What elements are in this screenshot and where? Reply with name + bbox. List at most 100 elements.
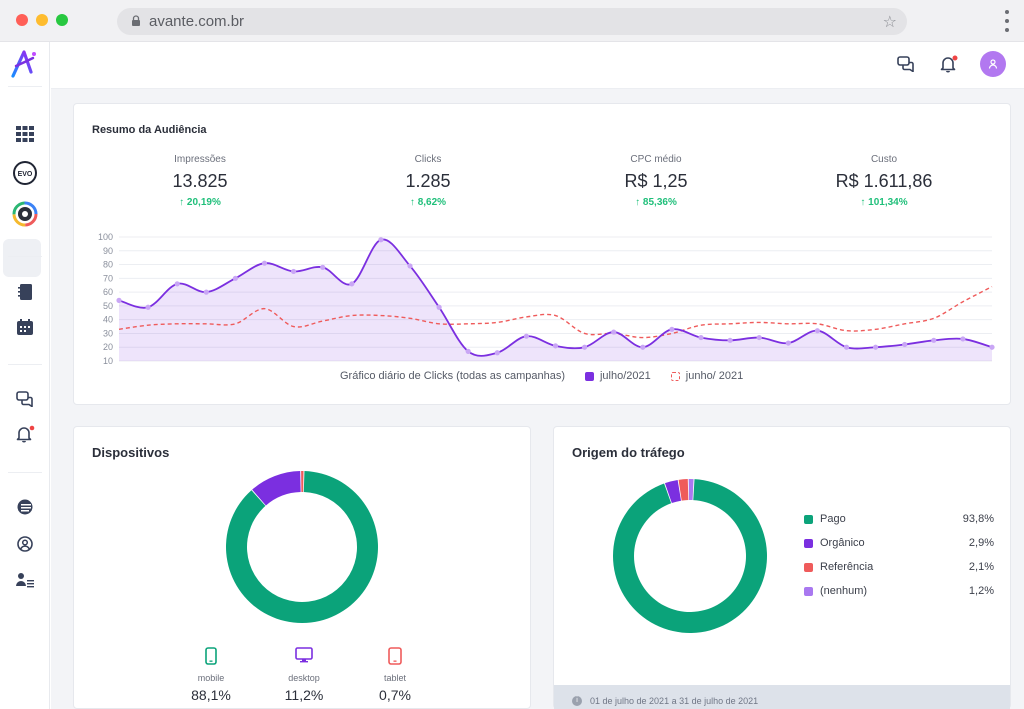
metric-impressions: Impressões 13.825 ↑ 20,19% — [120, 154, 280, 208]
legend-swatch — [804, 539, 813, 548]
data-point — [756, 334, 762, 341]
sidebar-item-evo[interactable]: EVO — [11, 159, 39, 187]
y-tick-label: 50 — [103, 301, 113, 311]
legend-label-july[interactable]: julho/2021 — [599, 370, 651, 382]
traffic-source-name: Orgânico — [820, 537, 865, 549]
sidebar-item-calendar[interactable] — [11, 313, 39, 341]
bookmark-star-icon[interactable]: ☆ — [882, 14, 897, 31]
legend-swatch — [804, 587, 813, 596]
sidebar-item-chat[interactable] — [11, 385, 39, 413]
data-point — [552, 343, 559, 349]
metric-change: ↑ 101,34% — [860, 197, 908, 208]
data-point — [523, 333, 529, 339]
top-bar — [51, 42, 1024, 89]
chart-legend: Gráfico diário de Clicks (todas as campa… — [340, 370, 743, 382]
notifications-button[interactable] — [937, 52, 961, 76]
metric-value: 13.825 — [172, 171, 228, 191]
metric-value: R$ 1,25 — [624, 171, 688, 191]
traffic-donut-chart — [613, 479, 767, 633]
traffic-title: Origem do tráfego — [572, 445, 685, 460]
traffic-source-percent: 2,1% — [968, 561, 994, 573]
metric-value: R$ 1.611,86 — [835, 171, 933, 191]
metric-clicks: Clicks 1.285 ↑ 8,62% — [348, 154, 508, 208]
analytics-logo-icon — [12, 201, 38, 227]
metric-label: CPC médio — [630, 154, 682, 165]
smartphone-icon — [205, 647, 217, 665]
traffic-legend-row[interactable]: (nenhum) 1,2% — [804, 584, 994, 600]
browser-chrome: avante.com.br ☆ — [0, 0, 1024, 42]
sidebar-item-analytics[interactable] — [11, 200, 39, 228]
data-point — [960, 336, 966, 342]
metric-cost: Custo R$ 1.611,86 ↑ 101,34% — [804, 154, 964, 208]
device-name: tablet — [383, 673, 407, 683]
device-name: desktop — [288, 673, 320, 683]
metric-change: ↑ 20,19% — [179, 197, 221, 208]
donut-slice — [225, 471, 378, 623]
bell-icon — [16, 425, 35, 443]
traffic-source-name: (nenhum) — [820, 585, 868, 597]
data-point — [814, 328, 821, 334]
metric-label: Clicks — [414, 154, 442, 165]
close-window-button[interactable] — [16, 14, 28, 26]
grid-icon — [16, 126, 34, 142]
device-name: mobile — [197, 673, 225, 683]
legend-swatch-june — [670, 371, 680, 381]
chat-icon — [897, 56, 914, 72]
data-point — [145, 304, 151, 310]
legend-swatch — [804, 515, 813, 524]
donut-slice — [678, 479, 689, 501]
data-point — [843, 344, 850, 350]
sidebar-item-database[interactable] — [11, 493, 39, 521]
donut-slice — [664, 479, 682, 504]
traffic-legend-row[interactable]: Pago 93,8% — [804, 512, 994, 528]
sidebar-item-profile[interactable] — [11, 530, 39, 558]
window-controls — [16, 14, 68, 26]
data-point — [989, 344, 995, 350]
data-point — [727, 337, 733, 343]
data-point — [611, 329, 617, 335]
donut-slice — [613, 479, 767, 633]
svg-text:EVO: EVO — [18, 171, 33, 178]
device-percent: 0,7% — [379, 687, 411, 703]
data-point — [349, 281, 355, 287]
tablet-icon — [388, 647, 402, 665]
user-icon — [988, 59, 998, 69]
browser-menu-icon[interactable] — [1004, 10, 1010, 32]
minimize-window-button[interactable] — [36, 14, 48, 26]
data-point — [785, 340, 791, 346]
sidebar-item-grid[interactable] — [11, 120, 39, 148]
traffic-legend-row[interactable]: Referência 2,1% — [804, 560, 994, 576]
monitor-icon — [295, 647, 313, 663]
info-icon: i — [572, 696, 582, 706]
traffic-legend-row[interactable]: Orgânico 2,9% — [804, 536, 994, 552]
traffic-source-percent: 93,8% — [962, 513, 994, 525]
device-mobile: mobile 88,1% — [171, 647, 251, 703]
maximize-window-button[interactable] — [56, 14, 68, 26]
y-tick-label: 10 — [103, 356, 113, 366]
metric-value: 1.285 — [405, 171, 451, 191]
device-tablet: tablet 0,7% — [355, 647, 435, 703]
y-tick-label: 70 — [103, 273, 113, 283]
date-range-footer: i 01 de julho de 2021 a 31 de julho de 2… — [554, 685, 1010, 709]
bell-icon — [940, 55, 958, 73]
evo-badge-icon: EVO — [13, 161, 37, 185]
metric-change: ↑ 85,36% — [635, 197, 677, 208]
devices-title: Dispositivos — [92, 445, 170, 460]
legend-swatch-july — [584, 371, 594, 381]
traffic-origin-card: Origem do tráfego Pago 93,8% Orgânico 2,… — [553, 426, 1011, 709]
donut-slice — [688, 479, 694, 501]
address-bar[interactable]: avante.com.br ☆ — [117, 8, 907, 35]
metric-label: Impressões — [174, 154, 226, 165]
donut-slice — [252, 471, 301, 506]
sidebar-item-notifications[interactable] — [11, 420, 39, 448]
sidebar-item-users[interactable] — [11, 566, 39, 594]
device-desktop: desktop 11,2% — [264, 647, 344, 703]
user-avatar[interactable] — [980, 51, 1006, 77]
messages-button[interactable] — [894, 52, 918, 76]
y-tick-label: 40 — [103, 315, 113, 325]
app-logo[interactable] — [7, 46, 43, 82]
sidebar-item-notebook[interactable] — [11, 278, 39, 306]
legend-label-june[interactable]: junho/ 2021 — [685, 370, 744, 382]
data-point — [873, 344, 879, 350]
data-point — [494, 350, 500, 356]
